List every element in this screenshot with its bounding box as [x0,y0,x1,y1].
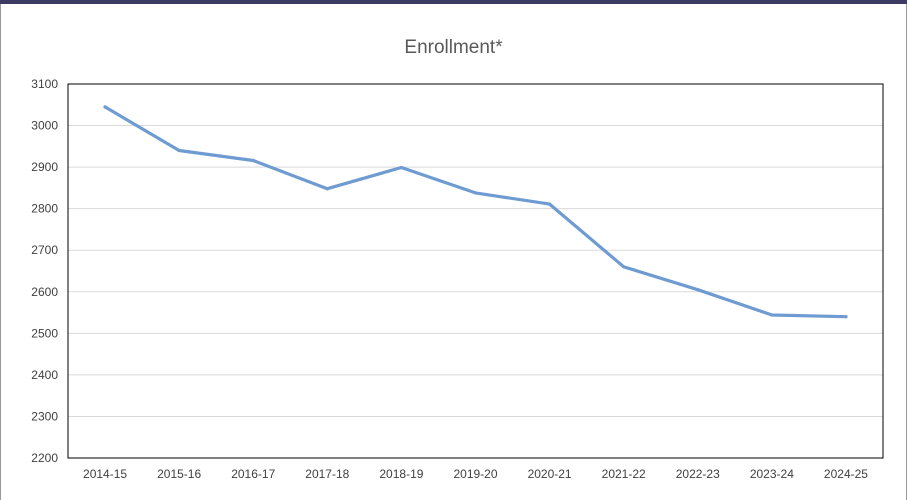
data-point-5 [473,191,478,195]
y-tick-label-9: 3100 [31,77,58,91]
x-tick-label-0: 2014-15 [83,467,127,481]
y-tick-label-8: 3000 [31,119,58,133]
data-point-4 [399,165,404,170]
x-tick-label-6: 2020-21 [528,467,572,481]
data-point-9 [770,313,774,317]
x-tick-label-1: 2015-16 [157,467,201,481]
data-point-3 [325,187,329,191]
x-tick-label-5: 2019-20 [453,467,497,481]
chart-frame [0,4,907,500]
x-tick-label-7: 2021-22 [602,467,646,481]
data-point-10 [844,315,848,319]
x-tick-label-10: 2024-25 [824,467,868,481]
top-border-strip [0,0,907,4]
y-tick-label-2: 2400 [31,368,58,382]
data-point-2 [251,158,255,163]
data-point-1 [177,148,181,153]
chart-title: Enrollment* [404,37,503,58]
y-tick-label-6: 2800 [31,202,58,216]
x-tick-label-4: 2018-19 [379,467,423,481]
x-tick-label-8: 2022-23 [676,467,720,481]
x-tick-label-2: 2016-17 [231,467,275,481]
series-line-enrollment [103,105,848,319]
x-tick-label-9: 2023-24 [750,467,794,481]
data-point-6 [547,202,552,206]
y-tick-label-3: 2500 [31,326,58,340]
y-tick-label-4: 2600 [31,285,58,299]
y-tick-label-0: 2200 [31,451,58,465]
y-tick-label-7: 2900 [31,160,58,174]
data-point-8 [696,288,700,292]
y-tick-label-1: 2300 [31,409,58,423]
y-axis-ticks: 2200 2300 2400 2500 2600 2700 2800 2900 3000 3100 [31,77,58,465]
data-point-0 [103,105,107,109]
series-points [103,105,848,319]
gridlines [68,83,883,417]
x-axis-ticks: 2014-15 2015-16 2016-17 2017-18 2018-19 2019-… [83,467,868,481]
y-tick-label-5: 2700 [31,243,58,257]
data-point-7 [622,265,626,269]
plot-area [67,83,884,459]
x-tick-label-3: 2017-18 [305,467,349,481]
